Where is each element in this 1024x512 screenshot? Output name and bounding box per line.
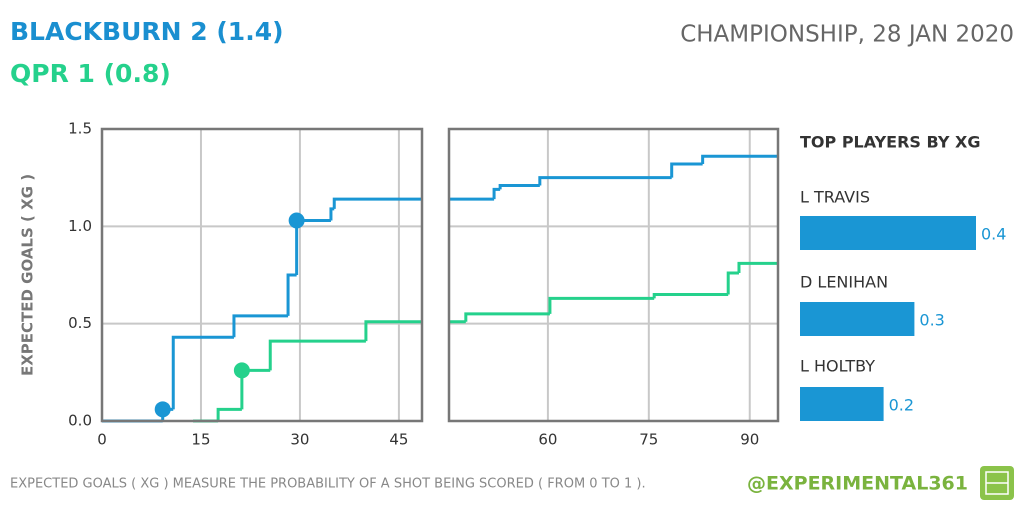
y-axis-label: EXPECTED GOALS ( XG ) <box>19 174 37 376</box>
xg-step <box>701 154 778 165</box>
player-name: D LENIHAN <box>800 273 888 292</box>
xg-step <box>332 197 422 209</box>
xg-step <box>498 183 540 190</box>
bar <box>800 387 884 421</box>
xg-step <box>492 187 501 200</box>
x-tick-label: 90 <box>740 431 759 449</box>
y-tick-label: 0.5 <box>68 314 92 332</box>
xg-step <box>737 261 778 274</box>
match-title: CHAMPIONSHIP, 28 JAN 2020 <box>680 22 1014 48</box>
logo <box>980 466 1014 500</box>
xg-step <box>295 218 331 275</box>
xg-step <box>329 207 335 221</box>
xg-step <box>268 339 366 371</box>
y-tick-label: 1.0 <box>68 217 92 235</box>
x-tick-label: 0 <box>97 431 107 449</box>
panel-frame <box>100 127 424 423</box>
x-tick-label: 60 <box>538 431 557 449</box>
y-tick-label: 1.5 <box>68 120 92 138</box>
player-name: L TRAVIS <box>800 188 870 207</box>
xg-step <box>538 176 672 186</box>
xg-step <box>548 296 655 314</box>
xg-step <box>171 335 234 410</box>
goal-marker <box>233 362 250 379</box>
away-title: QPR 1 (0.8) <box>10 59 171 88</box>
footer-note: EXPECTED GOALS ( XG ) MEASURE THE PROBAB… <box>10 477 646 492</box>
value-label: 0.3 <box>919 311 944 330</box>
panel-frame <box>447 127 780 423</box>
x-tick-label: 15 <box>191 431 210 449</box>
goal-marker <box>154 401 171 418</box>
bar <box>800 302 915 336</box>
xg-step <box>216 407 242 421</box>
home-title: BLACKBURN 2 (1.4) <box>10 17 284 46</box>
x-tick-label: 30 <box>290 431 309 449</box>
bar <box>800 216 976 250</box>
xg-step <box>286 273 297 316</box>
xg-step <box>670 162 703 178</box>
footer-handle: @EXPERIMENTAL361 <box>747 473 968 495</box>
xg-step <box>232 314 289 338</box>
goal-marker <box>288 212 305 229</box>
value-label: 0.4 <box>981 225 1006 244</box>
xg-step <box>464 312 550 322</box>
xg-step <box>652 292 729 299</box>
x-tick-label: 75 <box>639 431 658 449</box>
xg-step <box>364 320 422 342</box>
bar-title: TOP PLAYERS BY XG <box>800 133 980 152</box>
y-tick-label: 0.0 <box>68 412 92 430</box>
xg-step <box>726 271 739 295</box>
player-name: L HOLTBY <box>800 357 875 376</box>
value-label: 0.2 <box>889 396 914 415</box>
x-tick-label: 45 <box>389 431 408 449</box>
